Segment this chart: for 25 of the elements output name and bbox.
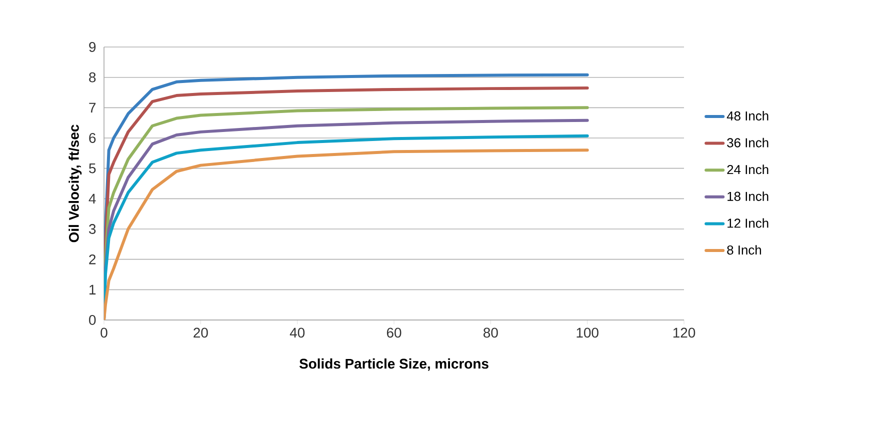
y-tick-label: 6 (89, 133, 96, 143)
y-tick-label: 2 (89, 254, 96, 264)
x-axis-title: Solids Particle Size, microns (299, 358, 488, 371)
legend-label: 36 Inch (727, 138, 768, 148)
legend-label: 48 Inch (726, 111, 768, 121)
y-tick-label: 5 (89, 163, 96, 174)
legend-label: 24 Inch (727, 164, 768, 174)
x-tick-label: 120 (673, 328, 696, 338)
y-tick-label: 8 (89, 72, 96, 82)
legend-label: 18 Inch (728, 191, 768, 201)
x-tick-label: 0 (100, 328, 108, 338)
y-axis-title: Oil Velocity, ft/sec (68, 124, 82, 242)
x-tick-label: 20 (194, 328, 208, 338)
y-tick-label: 3 (89, 224, 96, 234)
x-tick-label: 40 (290, 328, 305, 338)
y-tick-label: 7 (89, 102, 96, 112)
y-tick-label: 4 (88, 194, 96, 204)
x-tick-label: 100 (576, 328, 598, 338)
y-tick-label: 9 (89, 42, 96, 52)
x-tick-label: 80 (484, 328, 498, 338)
x-tick-label: 60 (386, 328, 402, 338)
y-tick-label: 0 (89, 315, 96, 325)
y-tick-label: 1 (90, 284, 96, 294)
legend-label: 12 Inch (728, 218, 768, 228)
legend-label: 8 Inch (727, 245, 762, 255)
